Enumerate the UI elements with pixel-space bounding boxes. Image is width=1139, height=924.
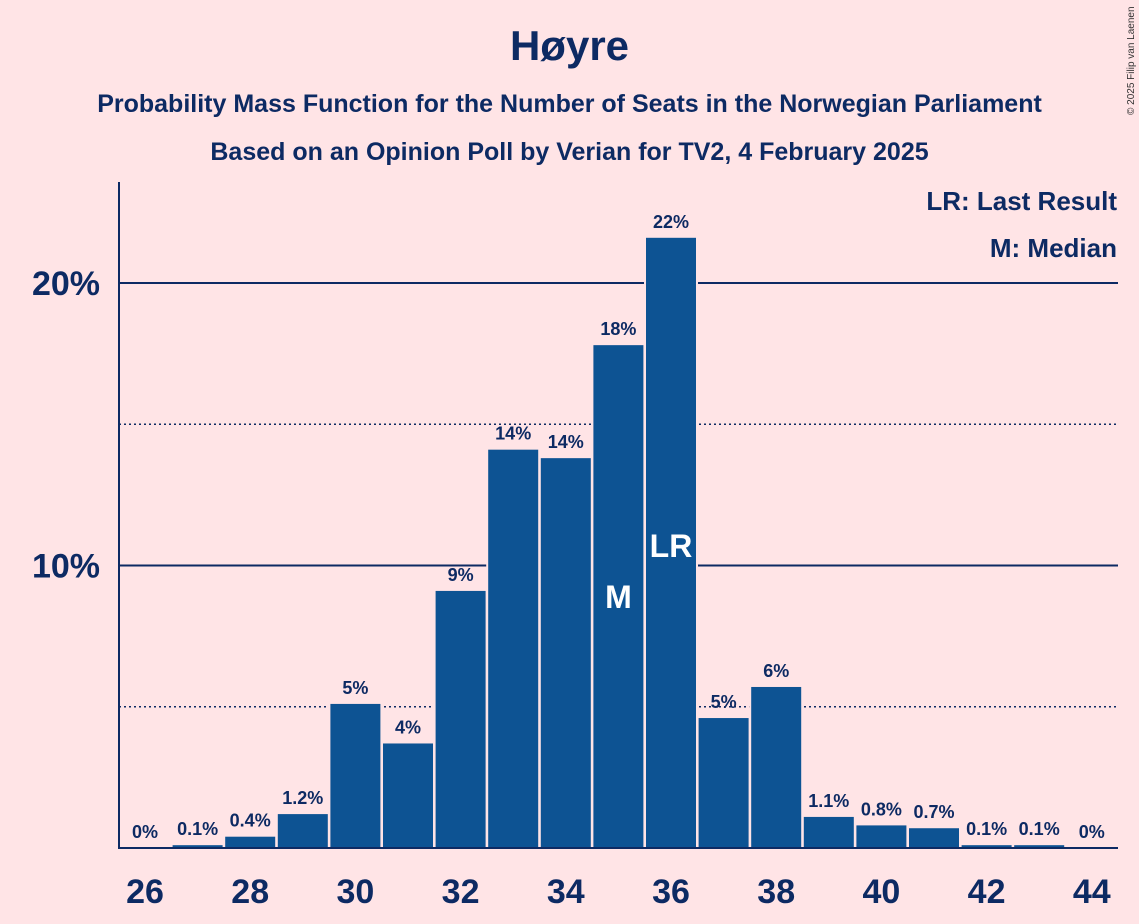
bar-seat-30	[330, 703, 381, 848]
bar-data-label: 14%	[548, 432, 584, 452]
bar-seat-34	[540, 458, 591, 848]
bar-seat-33	[488, 449, 539, 848]
legend-last-result: LR: Last Result	[926, 186, 1117, 216]
bar-data-label: 4%	[395, 717, 421, 737]
x-tick-label: 32	[442, 873, 480, 911]
x-tick-label: 44	[1073, 873, 1111, 911]
bar-data-label: 5%	[342, 678, 368, 698]
chart-source-line: Based on an Opinion Poll by Verian for T…	[210, 138, 929, 166]
bar-seat-38	[751, 686, 802, 848]
bar-data-label: 1.1%	[808, 791, 849, 811]
bar-seat-27	[172, 845, 223, 848]
y-tick-label: 10%	[32, 548, 100, 586]
bar-seat-31	[383, 743, 433, 848]
bar-data-label: 14%	[495, 424, 531, 444]
bar-seat-35	[593, 345, 644, 848]
bar-seat-43	[1014, 845, 1065, 848]
bar-data-label: 0.7%	[913, 802, 954, 822]
bar-seat-37	[698, 718, 749, 848]
x-tick-label: 30	[336, 873, 374, 911]
bar-data-label: 0.4%	[230, 811, 271, 831]
bar-data-label: 0%	[1079, 822, 1105, 842]
bar-data-label: 1.2%	[282, 788, 323, 808]
bar-seat-36	[646, 237, 696, 849]
bar-data-label: 9%	[448, 565, 474, 585]
bar-seat-29	[277, 814, 328, 848]
bar-seat-32	[435, 590, 486, 848]
bar-seat-41	[909, 828, 959, 848]
bar-data-label: 0.1%	[966, 819, 1007, 839]
bar-seat-40	[856, 825, 907, 848]
x-tick-label: 28	[231, 873, 269, 911]
bar-seat-39	[803, 816, 854, 848]
bar-data-label: 0.1%	[1019, 819, 1060, 839]
bar-data-label: 5%	[711, 692, 737, 712]
x-tick-label: 40	[862, 873, 900, 911]
chart-subtitle: Probability Mass Function for the Number…	[97, 90, 1042, 118]
x-tick-label: 26	[126, 873, 164, 911]
x-tick-label: 34	[547, 873, 585, 911]
bar-data-label: 18%	[600, 319, 636, 339]
bar-data-label: 6%	[763, 661, 789, 681]
bar-data-label: 0.8%	[861, 799, 902, 819]
bar-seat-42	[961, 845, 1012, 848]
median-marker: M	[605, 579, 632, 615]
bar-data-label: 0%	[132, 822, 158, 842]
x-tick-label: 36	[652, 873, 690, 911]
bar-seat-28	[225, 836, 276, 848]
last-result-marker: LR	[650, 528, 693, 564]
bar-data-label: 0.1%	[177, 819, 218, 839]
x-tick-label: 38	[757, 873, 795, 911]
bar-data-label: 22%	[653, 212, 689, 232]
legend-median: M: Median	[990, 233, 1117, 263]
chart-title: Høyre	[509, 22, 630, 69]
x-tick-label: 42	[968, 873, 1006, 911]
y-tick-label: 20%	[32, 265, 100, 303]
